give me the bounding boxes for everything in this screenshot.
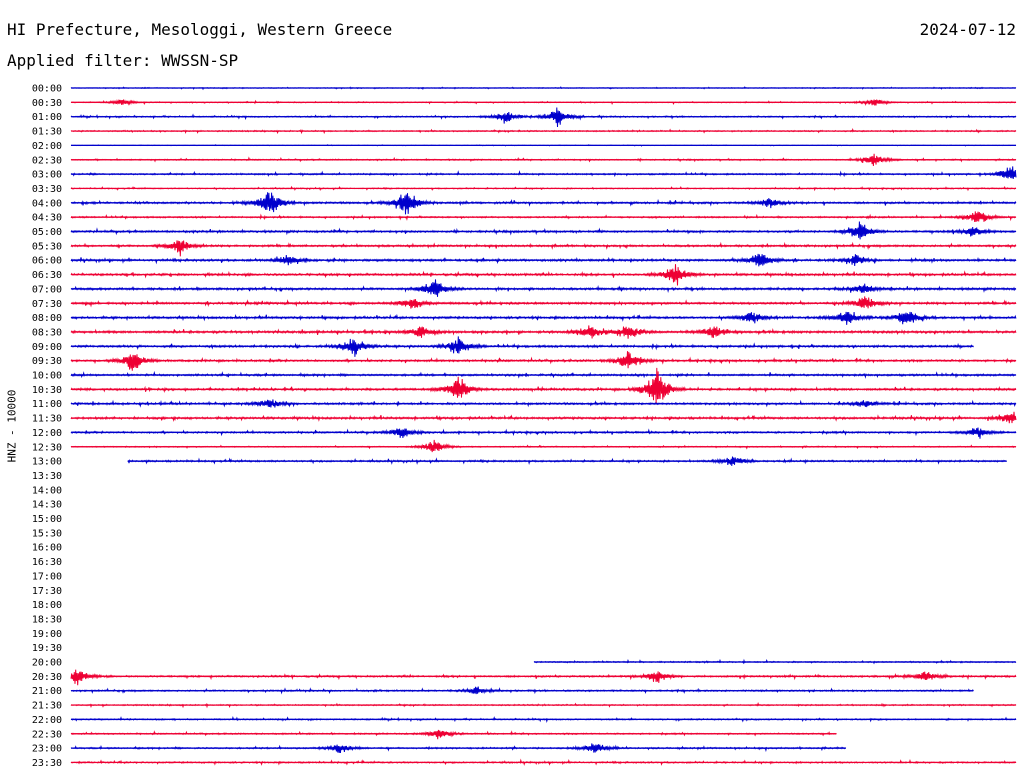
trace-line <box>70 296 1017 309</box>
time-tick-label: 07:30 <box>32 299 62 310</box>
time-tick-label: 11:00 <box>32 399 62 410</box>
time-tick-label: 02:00 <box>32 141 62 152</box>
time-tick-label: 23:00 <box>32 744 62 755</box>
station-title: HI Prefecture, Mesologgi, Western Greece <box>7 20 393 39</box>
time-tick-label: 14:30 <box>32 500 62 511</box>
trace-line <box>70 221 1017 240</box>
trace-line <box>70 427 1017 439</box>
time-tick-label: 09:30 <box>32 356 62 367</box>
time-tick-label: 15:30 <box>32 528 62 539</box>
time-tick-label: 19:00 <box>32 629 62 640</box>
trace-line <box>70 279 1017 297</box>
trace-line <box>70 311 1017 325</box>
time-tick-label: 17:00 <box>32 571 62 582</box>
time-tick-label: 11:30 <box>32 414 62 425</box>
trace-line <box>70 367 1017 404</box>
time-tick-label: 00:00 <box>32 84 62 95</box>
time-tick-label: 18:00 <box>32 600 62 611</box>
time-tick-label: 12:00 <box>32 428 62 439</box>
time-tick-label: 00:30 <box>32 98 62 109</box>
time-tick-label: 04:00 <box>32 198 62 209</box>
trace-line <box>70 240 1017 257</box>
time-tick-label: 13:00 <box>32 457 62 468</box>
time-tick-label: 20:00 <box>32 658 62 669</box>
time-tick-label: 18:30 <box>32 614 62 625</box>
time-tick-label: 16:30 <box>32 557 62 568</box>
time-tick-label: 05:30 <box>32 241 62 252</box>
time-tick-label: 12:30 <box>32 442 62 453</box>
time-tick-label: 15:00 <box>32 514 62 525</box>
time-tick-label: 07:00 <box>32 284 62 295</box>
time-tick-label: 02:30 <box>32 155 62 166</box>
date-label: 2024-07-12 <box>919 20 1016 39</box>
time-tick-label: 10:00 <box>32 371 62 382</box>
time-tick-label: 22:30 <box>32 729 62 740</box>
trace-line <box>70 669 1017 686</box>
time-tick-label: 08:30 <box>32 327 62 338</box>
time-tick-label: 23:30 <box>32 758 62 769</box>
trace-line <box>70 166 1017 179</box>
time-tick-label: 14:00 <box>32 485 62 496</box>
time-tick-label: 10:30 <box>32 385 62 396</box>
time-tick-label: 16:00 <box>32 543 62 554</box>
time-tick-label: 01:00 <box>32 112 62 123</box>
time-tick-label: 09:00 <box>32 342 62 353</box>
time-tick-label: 08:00 <box>32 313 62 324</box>
time-tick-label: 19:30 <box>32 643 62 654</box>
time-tick-label: 05:00 <box>32 227 62 238</box>
time-tick-label: 01:30 <box>32 127 62 138</box>
time-tick-label: 17:30 <box>32 586 62 597</box>
time-tick-label: 21:00 <box>32 686 62 697</box>
time-tick-label: 21:30 <box>32 701 62 712</box>
time-tick-label: 03:00 <box>32 170 62 181</box>
time-tick-label: 22:00 <box>32 715 62 726</box>
trace-line <box>70 729 837 740</box>
filter-label: Applied filter: WWSSN-SP <box>7 51 239 70</box>
time-tick-label: 04:30 <box>32 213 62 224</box>
time-tick-label: 20:30 <box>32 672 62 683</box>
time-tick-label: 06:30 <box>32 270 62 281</box>
time-tick-label: 06:00 <box>32 256 62 267</box>
time-tick-label: 13:30 <box>32 471 62 482</box>
trace-line <box>70 439 1017 453</box>
time-tick-label: 03:30 <box>32 184 62 195</box>
